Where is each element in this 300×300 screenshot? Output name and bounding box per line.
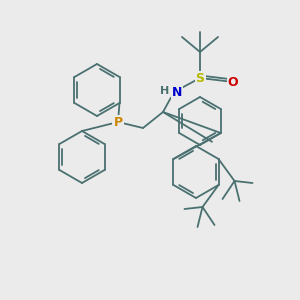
Text: O: O <box>228 76 238 88</box>
Text: P: P <box>113 116 123 128</box>
Text: N: N <box>172 85 182 98</box>
Text: H: H <box>160 86 169 96</box>
Text: S: S <box>196 71 205 85</box>
